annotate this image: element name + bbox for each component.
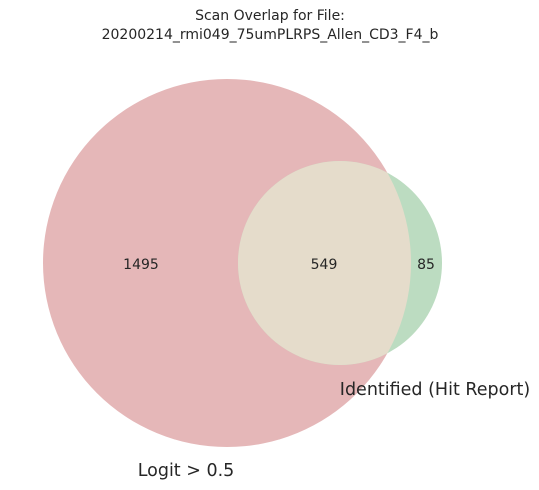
set-label-identified: Identified (Hit Report): [340, 380, 530, 400]
chart-title-line-2: 20200214_rmi049_75umPLRPS_Allen_CD3_F4_b: [102, 27, 439, 43]
count-logit-only: 1495: [123, 257, 159, 273]
count-intersection: 549: [311, 257, 338, 273]
intersection-region: [238, 161, 411, 365]
count-identified-only: 85: [417, 257, 435, 273]
set-label-logit: Logit > 0.5: [138, 461, 235, 481]
chart-title-line-1: Scan Overlap for File:: [195, 8, 345, 24]
